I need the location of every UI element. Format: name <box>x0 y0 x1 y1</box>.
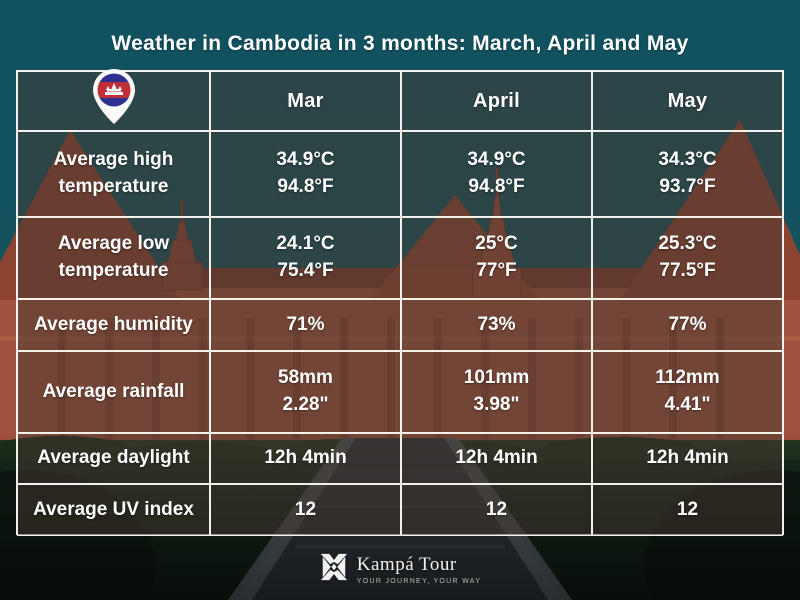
cell-daylight-april: 12h 4min <box>401 433 592 484</box>
cell-rainfall-mar: 58mm 2.28" <box>210 351 401 433</box>
cell-uv-mar: 12 <box>210 484 401 536</box>
cell-high-april: 34.9°C 94.8°F <box>401 131 592 217</box>
cell-humidity-april: 73% <box>401 299 592 351</box>
column-header-march: Mar <box>210 71 401 131</box>
cell-low-mar: 24.1°C 75.4°F <box>210 217 401 299</box>
cell-humidity-mar: 71% <box>210 299 401 351</box>
cell-daylight-mar: 12h 4min <box>210 433 401 484</box>
cell-rainfall-may: 112mm 4.41" <box>592 351 783 433</box>
brand-tagline: YOUR JOURNEY, YOUR WAY <box>356 577 482 585</box>
cell-low-april: 25°C 77°F <box>401 217 592 299</box>
column-header-april: April <box>401 71 592 131</box>
cell-low-may: 25.3°C 77.5°F <box>592 217 783 299</box>
page-title: Weather in Cambodia in 3 months: March, … <box>111 32 689 55</box>
table-header-location <box>17 68 210 134</box>
column-header-may: May <box>592 71 783 131</box>
cambodia-flag-pin-icon <box>91 68 137 134</box>
row-label-average-daylight: Average daylight <box>17 433 210 484</box>
cell-high-may: 34.3°C 93.7°F <box>592 131 783 217</box>
weather-table: Mar April May Average high temperature 3… <box>16 68 784 536</box>
row-label-average-rainfall: Average rainfall <box>17 351 210 433</box>
kampa-tour-logo-icon <box>319 551 349 588</box>
footer-brand: Kampá Tour YOUR JOURNEY, YOUR WAY <box>0 546 800 592</box>
row-label-average-low-temperature: Average low temperature <box>17 217 210 299</box>
row-label-average-uv-index: Average UV index <box>17 484 210 536</box>
cell-daylight-may: 12h 4min <box>592 433 783 484</box>
row-label-average-high-temperature: Average high temperature <box>17 131 210 217</box>
brand-name: Kampá Tour <box>356 553 457 575</box>
cell-high-mar: 34.9°C 94.8°F <box>210 131 401 217</box>
cell-humidity-may: 77% <box>592 299 783 351</box>
row-label-average-humidity: Average humidity <box>17 299 210 351</box>
cell-rainfall-april: 101mm 3.98" <box>401 351 592 433</box>
cell-uv-april: 12 <box>401 484 592 536</box>
cell-uv-may: 12 <box>592 484 783 536</box>
